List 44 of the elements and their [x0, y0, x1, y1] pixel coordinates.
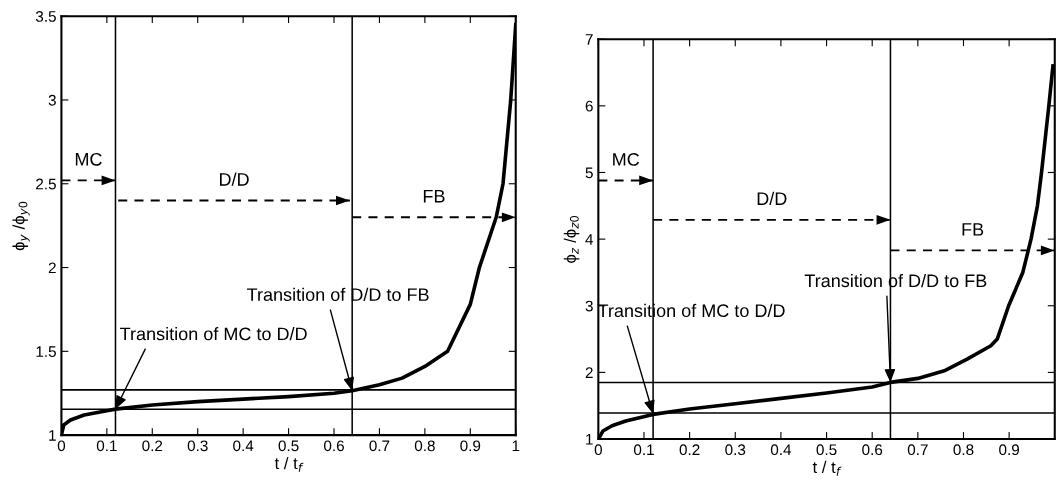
x-tick-label: 0.3: [187, 440, 208, 452]
x-tick-label: 0.4: [770, 444, 792, 456]
annotation: MC: [75, 152, 102, 166]
y-tick-label: 5: [585, 167, 593, 179]
annotation: Transition of MC to D/D: [120, 327, 307, 341]
annotation: MC: [613, 153, 640, 166]
y-tick-label: 3.5: [35, 11, 56, 22]
x-tick-label: 0.3: [725, 444, 746, 456]
x-tick-label: 0.1: [96, 440, 117, 452]
x-tick-label: 0.1: [633, 444, 654, 456]
y-tick-label: 1: [49, 430, 56, 441]
x-tick-label: 0.6: [323, 440, 344, 452]
x-axis-title: t / t$_{f}$: [812, 460, 842, 476]
x-tick-label: 0.2: [142, 440, 163, 452]
x-tick-label: 0.7: [369, 440, 390, 452]
x-tick-label: 0.7: [907, 444, 928, 456]
y-tick-label: 4: [585, 234, 594, 245]
x-tick-label: 0.6: [862, 444, 883, 456]
x-tick-label: 0: [57, 440, 66, 452]
x-tick-label: 0.4: [233, 440, 254, 452]
x-tick-label: 1: [512, 440, 520, 452]
x-tick-label: 0.5: [278, 440, 299, 452]
x-tick-label: 0.9: [999, 444, 1020, 456]
x-tick-label: 0.9: [460, 440, 481, 452]
y-tick-label: 2.5: [36, 178, 56, 190]
annotation: D/D: [757, 191, 787, 206]
y-tick-label: 7: [585, 34, 593, 45]
y-tick-label: 6: [585, 100, 593, 112]
x-tick-label: 0.2: [679, 444, 700, 456]
x-axis-title: t / t$_{f}$: [274, 456, 304, 472]
x-tick-label: 0.8: [414, 440, 435, 452]
y-tick-label: 3: [585, 300, 593, 312]
annotation: D/D: [219, 172, 249, 186]
x-tick-label: 0: [594, 444, 602, 456]
x-tick-label: 0.5: [816, 444, 837, 456]
y-tick-label: 2: [48, 262, 56, 274]
annotation: FB: [423, 189, 445, 203]
y-tick-label: 3: [48, 94, 56, 106]
x-tick-label: 0.8: [953, 444, 974, 456]
y-tick-label: 2: [585, 367, 593, 378]
y-axis-title: ϕ$_{z}$ /ϕ$_{z0}$: [563, 215, 580, 263]
y-tick-label: 1.5: [36, 346, 56, 358]
y-axis-title: ϕ$_{y}$ /ϕ$_{y0}$: [12, 201, 30, 251]
annotation: FB: [962, 223, 984, 236]
